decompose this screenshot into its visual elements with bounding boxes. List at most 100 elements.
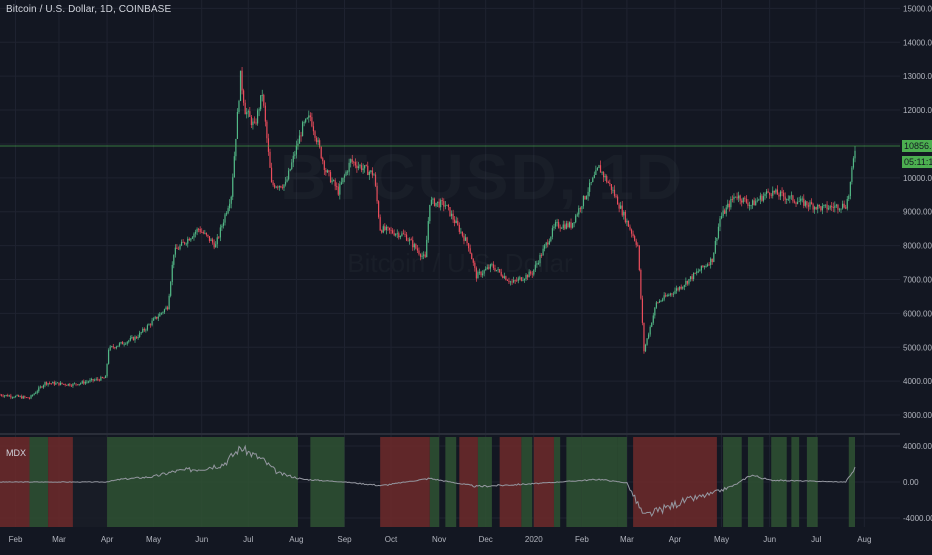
candle-body bbox=[166, 307, 169, 310]
candle-body bbox=[404, 234, 406, 235]
candle-body bbox=[373, 174, 375, 176]
candle-body bbox=[703, 266, 706, 268]
candle-body bbox=[658, 300, 661, 303]
candle-body bbox=[135, 336, 138, 339]
candle-body bbox=[828, 208, 830, 210]
candle-body bbox=[724, 210, 726, 214]
candle-body bbox=[817, 204, 819, 210]
candle-body bbox=[284, 181, 287, 185]
time-tick-label: Feb bbox=[575, 535, 589, 544]
candle-body bbox=[44, 382, 46, 386]
candle-body bbox=[677, 288, 679, 290]
pane-divider[interactable] bbox=[0, 433, 900, 435]
candle-body bbox=[460, 231, 462, 233]
candle-body bbox=[160, 312, 162, 314]
time-tick-label: Apr bbox=[101, 535, 114, 544]
candle-body bbox=[58, 382, 60, 386]
candle-body bbox=[744, 197, 746, 199]
indicator-title[interactable]: MDX bbox=[6, 448, 26, 458]
candle-body bbox=[568, 222, 571, 228]
indicator-tick-label: 4000.00 bbox=[903, 442, 932, 451]
candle-body bbox=[753, 200, 755, 206]
candle-body bbox=[252, 121, 254, 126]
candle-body bbox=[837, 204, 839, 210]
candle-body bbox=[104, 376, 107, 379]
candle-body bbox=[204, 232, 206, 234]
candle-body bbox=[22, 396, 24, 399]
indicator-axis[interactable]: 4000.00 0.00 -4000.00 bbox=[903, 442, 932, 523]
candle-body bbox=[412, 240, 414, 248]
candle-body bbox=[345, 171, 347, 176]
candle-body bbox=[280, 185, 282, 188]
candle-body bbox=[477, 272, 479, 279]
candle-body bbox=[70, 385, 72, 387]
candle-body bbox=[24, 396, 26, 398]
candle-body bbox=[593, 174, 595, 178]
candle-body bbox=[478, 271, 481, 273]
candle-body bbox=[362, 168, 364, 171]
symbol-title[interactable]: Bitcoin / U.S. Dollar, 1D, COINBASE bbox=[6, 4, 172, 15]
candle-body bbox=[295, 145, 297, 155]
candle-body bbox=[216, 237, 218, 245]
candle-body bbox=[530, 271, 532, 274]
candle-body bbox=[649, 326, 651, 335]
candle-body bbox=[663, 295, 665, 300]
candle-body bbox=[395, 233, 397, 236]
candle-body bbox=[576, 214, 578, 216]
candle-body bbox=[654, 307, 656, 316]
candle-body bbox=[258, 109, 260, 111]
candle-body bbox=[809, 202, 811, 207]
candle-body bbox=[108, 350, 110, 364]
candle-body bbox=[334, 180, 336, 187]
candle-body bbox=[13, 397, 15, 399]
time-axis[interactable]: Feb Mar Apr May Jun Jul Aug Sep Oct Nov Dec 2020 Feb… bbox=[9, 535, 872, 544]
candle-body bbox=[180, 241, 183, 246]
candle-body bbox=[525, 274, 527, 279]
candle-body bbox=[669, 293, 671, 296]
candle-body bbox=[64, 384, 66, 385]
candle-body bbox=[176, 247, 178, 249]
candle-body bbox=[841, 203, 844, 209]
candle-body bbox=[219, 227, 221, 238]
candle-body bbox=[821, 206, 824, 211]
candle-body bbox=[19, 396, 21, 398]
candle-body bbox=[436, 201, 439, 203]
candle-body bbox=[620, 205, 622, 209]
time-tick-label: Aug bbox=[857, 535, 871, 544]
candle-body bbox=[727, 203, 729, 208]
candle-body bbox=[199, 228, 201, 232]
candle-body bbox=[90, 379, 93, 381]
candle-body bbox=[365, 165, 367, 167]
candle-body bbox=[190, 238, 192, 241]
candle-body bbox=[769, 192, 771, 195]
candle-body bbox=[385, 226, 387, 231]
candle-body bbox=[103, 377, 105, 379]
candle-body bbox=[637, 244, 639, 246]
candle-body bbox=[722, 210, 724, 217]
candle-body bbox=[823, 204, 825, 207]
candle-body bbox=[297, 143, 299, 146]
candle-body bbox=[114, 347, 116, 349]
candle-body bbox=[806, 201, 808, 206]
candle-body bbox=[384, 226, 386, 231]
candle-body bbox=[499, 269, 501, 272]
candle-body bbox=[368, 171, 370, 176]
candle-body bbox=[211, 239, 214, 243]
candle-body bbox=[272, 182, 274, 185]
candle-body bbox=[319, 140, 321, 147]
candle-body bbox=[710, 258, 712, 266]
candle-body bbox=[733, 196, 735, 200]
candle-body bbox=[762, 196, 765, 201]
candle-body bbox=[480, 271, 482, 276]
price-axis[interactable]: 15000.0014000.0013000.0012000.0011000.00… bbox=[900, 0, 932, 550]
candle-body bbox=[826, 204, 828, 210]
candle-body bbox=[191, 237, 194, 239]
candle-body bbox=[0, 394, 1, 396]
candle-body bbox=[488, 267, 490, 269]
indicator-tick-label: -4000.00 bbox=[903, 514, 932, 523]
candle-body bbox=[39, 386, 41, 388]
candle-body bbox=[675, 288, 678, 291]
indicator-zone bbox=[107, 437, 298, 527]
